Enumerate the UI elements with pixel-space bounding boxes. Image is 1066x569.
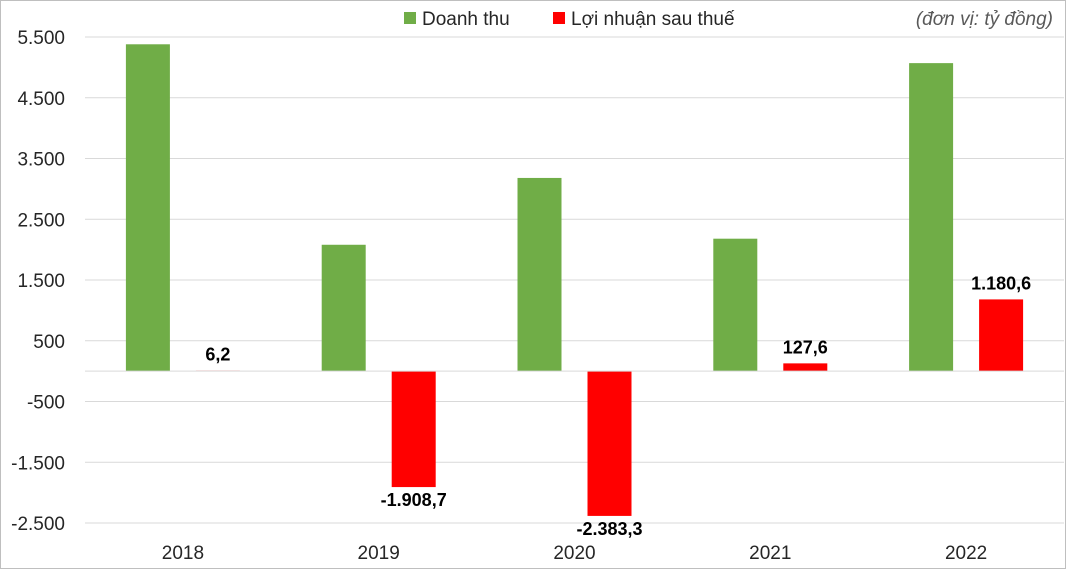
y-tick-label: 1.500 [17,271,65,292]
x-axis-tick-labels: 2018 2019 2020 2021 2022 [162,543,987,564]
bar-doanh-thu-2019 [321,244,366,372]
data-label-2019: -1.908,7 [381,490,447,510]
bar-loi-nhuan-2020 [587,371,632,516]
bars [125,44,1024,516]
gridlines [85,36,1064,524]
bar-doanh-thu-2021 [713,238,758,372]
y-tick-label: -500 [27,393,65,414]
x-tick-label: 2022 [945,543,987,564]
y-tick-label: 5.500 [17,28,65,49]
y-tick-label: -1.500 [11,453,65,474]
bar-loi-nhuan-2019 [391,371,436,488]
y-tick-label: 500 [33,332,65,353]
data-labels: 6,2 -1.908,7 -2.383,3 127,6 1.180,6 [205,273,1031,539]
legend: Doanh thu Lợi nhuận sau thuế [404,9,735,30]
unit-note: (đơn vị: tỷ đồng) [916,9,1053,30]
y-axis-tick-labels: 5.500 4.500 3.500 2.500 1.500 500 -500 -1.500 -2… [11,28,65,535]
x-tick-label: 2019 [358,543,400,564]
bar-loi-nhuan-2022 [979,299,1024,372]
legend-swatch-loi-nhuan [553,12,565,24]
data-label-2018: 6,2 [205,345,230,365]
legend-swatch-doanh-thu [404,12,416,24]
bar-doanh-thu-2022 [909,63,954,372]
bar-doanh-thu-2020 [517,177,562,372]
x-tick-label: 2020 [553,543,595,564]
bar-doanh-thu-2018 [125,44,170,372]
legend-label-doanh-thu: Doanh thu [422,9,510,30]
y-tick-label: 3.500 [17,150,65,171]
bar-loi-nhuan-2021 [783,363,828,372]
legend-label-loi-nhuan: Lợi nhuận sau thuế [571,9,735,30]
x-tick-label: 2018 [162,543,204,564]
y-tick-label: 2.500 [17,210,65,231]
data-label-2021: 127,6 [783,337,828,357]
data-label-2022: 1.180,6 [971,273,1031,293]
data-label-2020: -2.383,3 [576,519,642,539]
x-tick-label: 2021 [749,543,791,564]
y-tick-label: -2.500 [11,514,65,535]
y-tick-label: 4.500 [17,89,65,110]
